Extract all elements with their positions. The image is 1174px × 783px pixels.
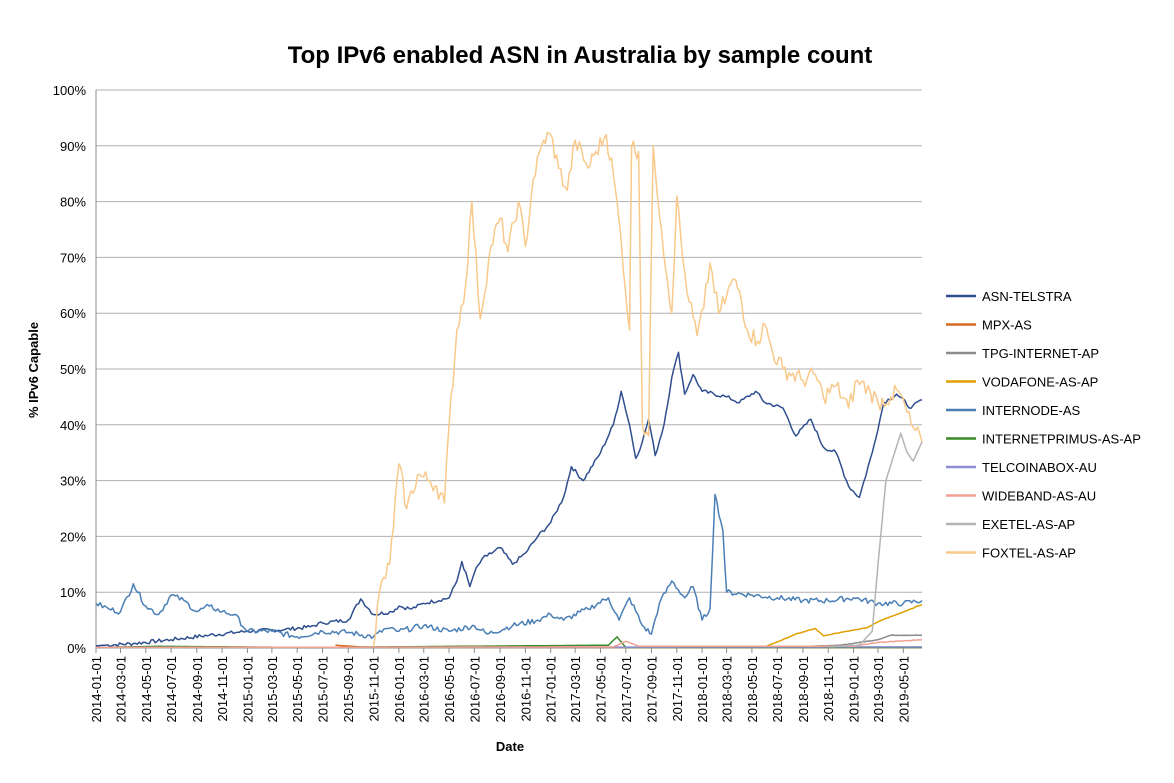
- legend-label: WIDEBAND-AS-AU: [982, 489, 1096, 504]
- x-tick-label: 2016-05-01: [442, 656, 457, 723]
- x-tick-label: 2017-05-01: [593, 656, 608, 723]
- grid: [95, 89, 922, 649]
- x-tick-label: 2018-05-01: [745, 656, 760, 723]
- x-tick-label: 2014-11-01: [215, 656, 230, 722]
- series-line: [96, 638, 923, 649]
- x-tick-label: 2015-03-01: [265, 656, 280, 723]
- y-tick-label: 0%: [67, 641, 86, 656]
- x-tick-label: 2017-07-01: [619, 656, 634, 723]
- chart-title: Top IPv6 enabled ASN in Australia by sam…: [288, 42, 873, 69]
- x-tick-label: 2016-11-01: [518, 656, 533, 722]
- x-tick-label: 2017-01-01: [544, 656, 559, 723]
- x-tick-label: 2019-01-01: [847, 656, 862, 723]
- y-tick-label: 70%: [60, 250, 86, 265]
- x-tick-label: 2017-11-01: [670, 656, 685, 722]
- legend-label: TELCOINABOX-AU: [982, 460, 1097, 475]
- x-tick-label: 2014-09-01: [190, 656, 205, 723]
- x-tick-label: 2018-07-01: [770, 656, 785, 723]
- legend-label: INTERNODE-AS: [982, 403, 1081, 418]
- x-tick-label: 2014-03-01: [113, 656, 128, 723]
- x-tick-label: 2018-09-01: [796, 656, 811, 723]
- x-tick-label: 2017-03-01: [568, 656, 583, 723]
- plot-area: [95, 131, 923, 649]
- x-tick-label: 2016-09-01: [493, 656, 508, 723]
- series-line: [95, 351, 923, 648]
- legend-label: INTERNETPRIMUS-AS-AP: [982, 432, 1141, 447]
- y-tick-label: 20%: [60, 529, 86, 544]
- x-tick-label: 2015-05-01: [290, 656, 305, 723]
- y-tick-label: 100%: [53, 83, 87, 98]
- y-tick-label: 90%: [60, 139, 86, 154]
- x-tick-label: 2015-01-01: [240, 656, 255, 723]
- x-tick-label: 2017-09-01: [645, 656, 660, 723]
- legend-label: VODAFONE-AS-AP: [982, 375, 1098, 390]
- y-axis-title: % IPv6 Capable: [26, 322, 41, 418]
- y-tick-label: 50%: [60, 362, 86, 377]
- x-axis: 2014-01-01 2014-03-01 2014-05-01 2014-07-01…: [89, 648, 911, 723]
- x-tick-label: 2015-07-01: [316, 656, 331, 723]
- x-tick-label: 2016-03-01: [417, 656, 432, 723]
- x-axis-title: Date: [496, 739, 524, 754]
- legend-label: TPG-INTERNET-AP: [982, 346, 1099, 361]
- series-line: [372, 131, 923, 647]
- legend-label: EXETEL-AS-AP: [982, 517, 1075, 532]
- x-tick-label: 2019-03-01: [871, 656, 886, 723]
- x-tick-label: 2018-03-01: [720, 656, 735, 723]
- y-tick-label: 60%: [60, 306, 86, 321]
- y-axis: 0% 10% 20% 30% 40% 50% 60% 70% 80% 90% 100%: [53, 83, 87, 656]
- y-tick-label: 10%: [60, 585, 86, 600]
- x-tick-label: 2014-01-01: [89, 656, 104, 723]
- y-tick-label: 30%: [60, 474, 86, 489]
- y-tick-label: 40%: [60, 418, 86, 433]
- legend-label: FOXTEL-AS-AP: [982, 546, 1076, 561]
- legend-label: MPX-AS: [982, 318, 1032, 333]
- x-tick-label: 2018-01-01: [695, 656, 710, 723]
- legend: ASN-TELSTRA MPX-AS TPG-INTERNET-AP VODAFONE…: [946, 289, 1141, 561]
- x-tick-label: 2016-07-01: [467, 656, 482, 723]
- x-tick-label: 2014-07-01: [164, 656, 179, 723]
- legend-label: ASN-TELSTRA: [982, 289, 1072, 304]
- x-tick-label: 2019-05-01: [896, 656, 911, 723]
- x-tick-label: 2018-11-01: [821, 656, 836, 722]
- x-tick-label: 2016-01-01: [392, 656, 407, 723]
- x-tick-label: 2014-05-01: [139, 656, 154, 723]
- series-line: [828, 432, 923, 648]
- y-tick-label: 80%: [60, 195, 86, 210]
- x-tick-label: 2015-09-01: [341, 656, 356, 723]
- series-line: [95, 493, 923, 640]
- series-line: [764, 603, 923, 648]
- x-tick-label: 2015-11-01: [367, 656, 382, 722]
